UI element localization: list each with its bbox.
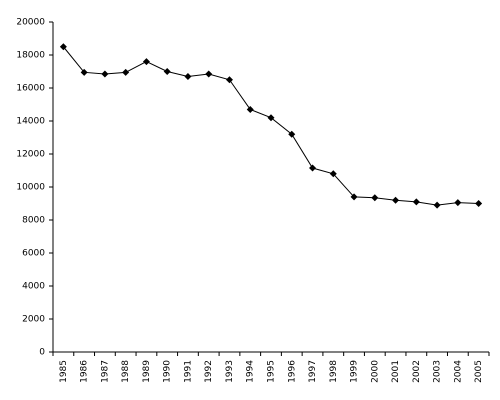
x-tick-label: 2004 — [453, 360, 463, 383]
marker — [205, 70, 213, 78]
x-tick-label: 1985 — [59, 360, 69, 383]
marker — [329, 170, 337, 178]
y-tick-label: 14000 — [16, 117, 45, 127]
marker — [433, 201, 441, 209]
marker — [309, 164, 317, 172]
x-tick-label: 2003 — [433, 360, 443, 383]
x-tick-label: 1991 — [183, 360, 193, 383]
x-tick-label: 1992 — [204, 360, 214, 383]
marker — [184, 72, 192, 80]
x-tick-label: 1989 — [142, 360, 152, 383]
marker — [288, 130, 296, 138]
marker — [475, 200, 483, 207]
marker — [267, 114, 275, 122]
marker — [225, 76, 233, 84]
marker — [371, 194, 379, 202]
x-tick-label: 2002 — [412, 360, 422, 383]
x-tick-label: 1988 — [121, 360, 131, 383]
x-tick-label: 2005 — [474, 360, 484, 383]
x-tick-label: 1987 — [100, 360, 110, 383]
marker — [122, 68, 130, 76]
y-tick-label: 6000 — [22, 249, 45, 259]
x-tick-label: 1990 — [163, 360, 173, 383]
y-tick-label: 18000 — [16, 51, 45, 61]
marker — [142, 58, 150, 66]
y-tick-label: 0 — [39, 348, 45, 358]
marker — [59, 43, 67, 51]
x-tick-label: 1995 — [267, 360, 277, 383]
marker — [80, 68, 88, 76]
y-tick-label: 16000 — [16, 84, 45, 94]
x-tick-label: 2001 — [391, 360, 401, 383]
marker — [454, 199, 462, 207]
y-tick-label: 4000 — [22, 282, 45, 292]
marker — [350, 193, 358, 201]
x-tick-label: 1986 — [80, 360, 90, 383]
marker — [101, 70, 109, 78]
marker — [412, 198, 420, 206]
x-tick-label: 1996 — [287, 360, 297, 383]
x-tick-label: 2000 — [370, 360, 380, 383]
marker — [246, 105, 254, 113]
x-tick-label: 1998 — [329, 360, 339, 383]
x-tick-label: 1999 — [350, 360, 360, 383]
y-tick-label: 10000 — [16, 183, 45, 193]
y-tick-label: 2000 — [22, 315, 45, 325]
marker — [392, 196, 400, 204]
x-tick-label: 1993 — [225, 360, 235, 383]
y-tick-label: 12000 — [16, 150, 45, 160]
x-tick-label: 1994 — [246, 360, 256, 383]
y-tick-label: 20000 — [16, 18, 45, 28]
marker — [163, 68, 171, 75]
x-tick-label: 1997 — [308, 360, 318, 383]
y-tick-label: 8000 — [22, 216, 45, 226]
